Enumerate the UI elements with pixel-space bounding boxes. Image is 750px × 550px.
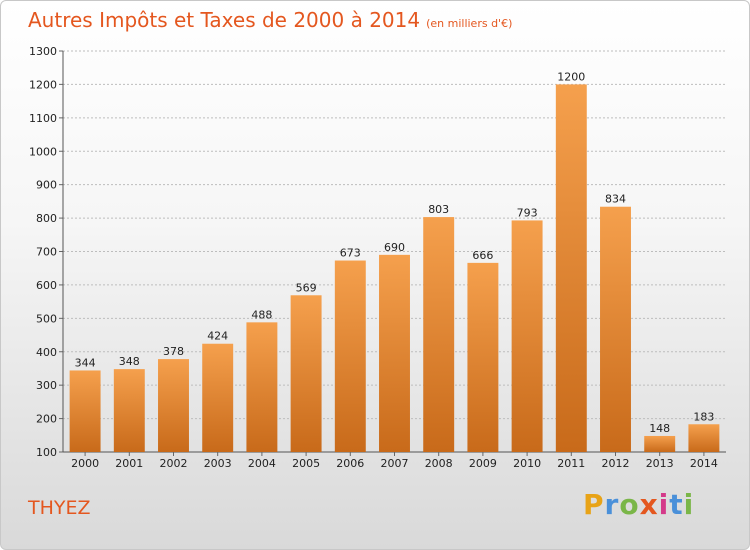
proxiti-logo: Proxiti [583,488,694,521]
data-label: 673 [340,247,361,260]
logo-letter: o [619,488,640,521]
data-label: 666 [472,249,493,262]
y-tick-label: 1000 [29,145,57,158]
data-label: 834 [605,193,626,206]
bar [158,359,189,452]
bar [555,84,587,453]
bar [467,262,499,452]
chart-title-text: Autres Impôts et Taxes de 2000 à 2014 [28,8,421,32]
bar [334,260,366,452]
data-label: 148 [649,422,670,435]
logo-letter: i [683,488,695,521]
bar [113,369,145,452]
x-tick-label: 2000 [71,457,99,470]
bar [246,322,278,452]
x-tick-label: 2005 [292,457,320,470]
logo-letter: x [639,488,659,521]
y-tick-label: 300 [36,379,57,392]
data-label: 424 [207,330,228,343]
data-label: 348 [119,355,140,368]
logo-letter: P [583,488,605,521]
data-label: 569 [296,281,317,294]
chart-unit-label: (en milliers d'€) [426,17,513,30]
y-tick-labels: 100 200 300 400 500 600 700 800 900 1000 1100 1200 1… [29,45,57,459]
data-label: 488 [251,308,272,321]
bars [69,84,720,453]
bar [600,206,631,452]
data-label: 803 [428,203,449,216]
bar [290,295,322,452]
bar [688,424,720,452]
x-tick-labels: 2000 2001 2002 2003 2004 2005 2006 2007 2008 2009… [71,452,718,470]
x-tick-label: 2014 [690,457,718,470]
data-label: 344 [75,356,96,369]
x-tick-label: 2010 [513,457,541,470]
data-label: 1200 [557,70,585,83]
data-label: 378 [163,345,184,358]
y-tick-label: 900 [36,179,57,192]
bar [379,254,410,452]
x-tick-label: 2009 [469,457,497,470]
logo-letter: r [604,488,620,521]
chart-title: Autres Impôts et Taxes de 2000 à 2014 (en… [28,8,512,32]
y-tick-label: 500 [36,312,57,325]
x-tick-label: 2013 [646,457,674,470]
y-tick-label: 700 [36,246,57,259]
x-tick-label: 2011 [557,457,585,470]
x-tick-label: 2002 [160,457,188,470]
bar [423,217,455,452]
x-tick-label: 2003 [204,457,232,470]
x-tick-label: 2012 [602,457,630,470]
y-tick-label: 400 [36,346,57,359]
y-tick-label: 1200 [29,78,57,91]
commune-name: THYEZ [28,497,91,519]
x-tick-label: 2007 [381,457,409,470]
data-label: 183 [693,410,714,423]
bar [511,220,543,452]
y-tick-label: 200 [36,413,57,426]
y-tick-label: 1100 [29,112,57,125]
data-label: 690 [384,241,405,254]
x-tick-label: 2001 [115,457,143,470]
bar [69,370,101,452]
logo-letter: t [669,488,684,521]
y-tick-label: 600 [36,279,57,292]
bar [202,343,234,452]
data-label: 793 [517,206,538,219]
data-labels: 344 348 378 424 488 569 673 690 803 666 793 1200 834… [75,70,715,435]
logo-letter: i [658,488,670,521]
x-tick-label: 2006 [336,457,364,470]
y-tick-label: 100 [36,446,57,459]
y-tick-label: 800 [36,212,57,225]
x-tick-label: 2008 [425,457,453,470]
x-tick-label: 2004 [248,457,276,470]
bar [644,435,676,452]
y-tick-label: 1300 [29,45,57,58]
